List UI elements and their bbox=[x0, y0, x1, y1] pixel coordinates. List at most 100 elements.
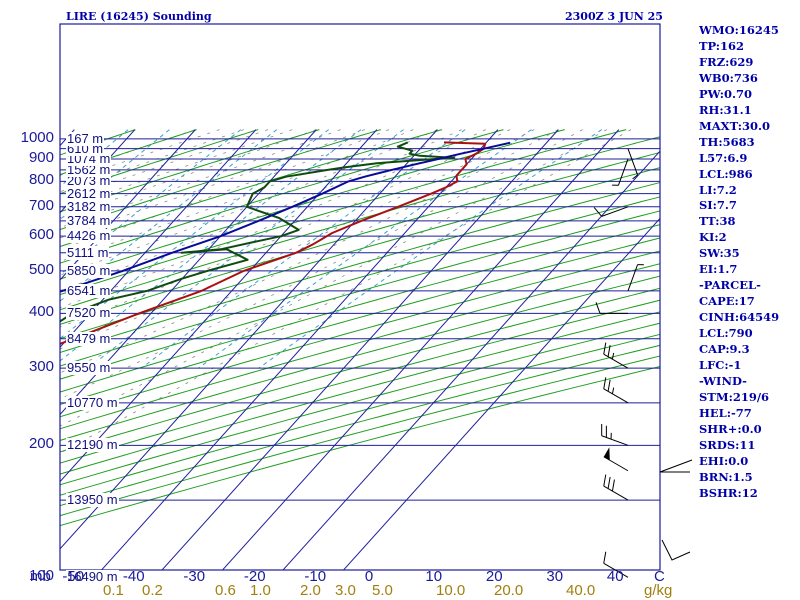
stat-item: STM:219/6 bbox=[699, 389, 770, 404]
wind-barb-staff bbox=[627, 148, 639, 176]
dry-adiabat bbox=[60, 129, 443, 248]
height-level-label: 2612 m bbox=[66, 185, 112, 201]
stat-item: LCL:986 bbox=[699, 166, 753, 181]
dry-adiabat bbox=[60, 275, 660, 441]
plot-border bbox=[59, 23, 661, 571]
pressure-tick-label: 500 bbox=[28, 260, 54, 278]
plot-area bbox=[60, 129, 660, 570]
wind-barb-staff bbox=[601, 206, 629, 217]
moist-adiabat bbox=[60, 129, 559, 374]
stat-item: SRDS:11 bbox=[699, 437, 756, 452]
wind-barb-flag bbox=[611, 479, 615, 492]
temperature-tick-label: 10 bbox=[425, 568, 443, 585]
isotherm bbox=[60, 129, 257, 348]
stat-item: -WIND- bbox=[699, 373, 747, 388]
height-level-label: 3182 m bbox=[66, 198, 112, 214]
height-level-label: 8479 m bbox=[66, 330, 112, 346]
moist-adiabat bbox=[60, 129, 632, 454]
wind-barb-staff bbox=[601, 435, 629, 446]
temperature-tick-label: 30 bbox=[546, 568, 564, 585]
mixing-ratio-line bbox=[141, 129, 466, 369]
stat-item: CINH:64549 bbox=[699, 310, 780, 325]
height-level-label: 5850 m bbox=[66, 262, 112, 278]
wind-barb-staff bbox=[603, 485, 629, 501]
wind-barb bbox=[601, 424, 629, 446]
mixing-ratio-tick-label: 40.0 bbox=[566, 582, 596, 599]
pressure-tick-label: 900 bbox=[28, 148, 54, 166]
stats-panel: WMO:16245 TP:162 FRZ:629 WB0:736 PW:0.70 RH:… bbox=[699, 23, 799, 502]
dry-adiabat bbox=[60, 167, 660, 340]
height-level-label: 3784 m bbox=[66, 212, 112, 228]
wind-barb-staff bbox=[627, 264, 639, 292]
moist-adiabat bbox=[60, 129, 438, 276]
mixing-ratio-line bbox=[60, 129, 362, 362]
dry-adiabat bbox=[60, 151, 660, 325]
stat-item: SHR+:0.0 bbox=[699, 421, 762, 436]
wind-barb bbox=[612, 158, 629, 186]
height-level-label: 7520 m bbox=[66, 305, 112, 321]
stat-item: BRN:1.5 bbox=[699, 469, 753, 484]
stat-item: FRZ:629 bbox=[699, 54, 754, 69]
stat-item: CAPE:17 bbox=[699, 294, 755, 309]
mixing-ratio-tick-label: 5.0 bbox=[372, 582, 393, 599]
height-level-label: 16490 m bbox=[66, 569, 119, 585]
wind-barb bbox=[627, 148, 639, 180]
moist-adiabat bbox=[60, 129, 607, 427]
pressure-tick-label: 200 bbox=[28, 435, 54, 453]
wind-barb-half bbox=[632, 174, 638, 180]
wind-barb-pennant bbox=[603, 447, 610, 461]
wind-barb bbox=[603, 377, 629, 404]
stat-item: HEL:-77 bbox=[699, 405, 752, 420]
stat-item: TH:5683 bbox=[699, 134, 755, 149]
isotherm bbox=[161, 129, 559, 570]
height-level-label: 9550 m bbox=[66, 360, 112, 376]
pressure-tick-label: 700 bbox=[28, 196, 54, 214]
dry-adiabat bbox=[60, 129, 504, 264]
wind-barb-staff bbox=[617, 158, 629, 186]
wind-barb-flag bbox=[603, 551, 607, 564]
stats-list: TP:162 FRZ:629 WB0:736 PW:0.70 RH:31.1 MAXT:3… bbox=[699, 39, 799, 502]
temperature-tick-label: -50 bbox=[62, 568, 85, 585]
dry-adiabat bbox=[60, 333, 660, 496]
stat-item: RH:31.1 bbox=[699, 102, 752, 117]
stat-item: CAP:9.3 bbox=[699, 342, 750, 357]
wind-barb bbox=[593, 206, 629, 217]
temperature-tick-label: 20 bbox=[485, 568, 503, 585]
temperature-tick-label: 0 bbox=[364, 568, 374, 585]
dry-adiabat bbox=[60, 129, 259, 195]
mixing-ratio-line bbox=[198, 129, 532, 369]
wind-barb bbox=[603, 447, 629, 472]
dewpoint-profile bbox=[60, 141, 456, 323]
temperature-profile bbox=[60, 141, 487, 345]
dry-adiabat bbox=[60, 365, 660, 527]
pressure-tick-label: 400 bbox=[28, 303, 54, 321]
stat-item: PW:0.70 bbox=[699, 86, 753, 101]
dry-adiabat bbox=[60, 355, 660, 517]
mixing-ratio-line bbox=[60, 129, 278, 302]
temperature-unit-label: C bbox=[654, 568, 665, 585]
mixing-ratio-tick-label: 2.0 bbox=[300, 582, 321, 599]
isotherm bbox=[282, 150, 660, 570]
stat-item: -PARCEL- bbox=[699, 278, 761, 293]
wind-barb-staff bbox=[603, 562, 629, 578]
mixing-ratio-tick-label: 0.1 bbox=[103, 582, 124, 599]
stat-item: WB0:736 bbox=[699, 70, 758, 85]
height-level-label: 167 m bbox=[66, 130, 105, 146]
dry-adiabat bbox=[60, 181, 660, 354]
hodograph-tick bbox=[661, 539, 691, 561]
height-level-label: 2073 m bbox=[66, 173, 112, 189]
dry-adiabat bbox=[60, 196, 660, 367]
isotherm bbox=[60, 129, 196, 281]
dry-adiabat bbox=[60, 263, 660, 430]
pressure-tick-label: 1000 bbox=[20, 128, 54, 146]
moist-adiabat bbox=[60, 129, 535, 350]
height-level-label: 13950 m bbox=[66, 492, 119, 508]
pressure-tick-label: 600 bbox=[28, 226, 54, 244]
wind-barb-flag bbox=[603, 342, 607, 355]
mixing-ratio-tick-label: 20.0 bbox=[494, 582, 524, 599]
mixing-ratio-tick-label: 10.0 bbox=[436, 582, 466, 599]
wind-barb-flag bbox=[603, 474, 607, 487]
wind-barb bbox=[595, 302, 628, 314]
stat-item: BSHR:12 bbox=[699, 485, 758, 500]
pressure-tick-label: 300 bbox=[28, 358, 54, 376]
